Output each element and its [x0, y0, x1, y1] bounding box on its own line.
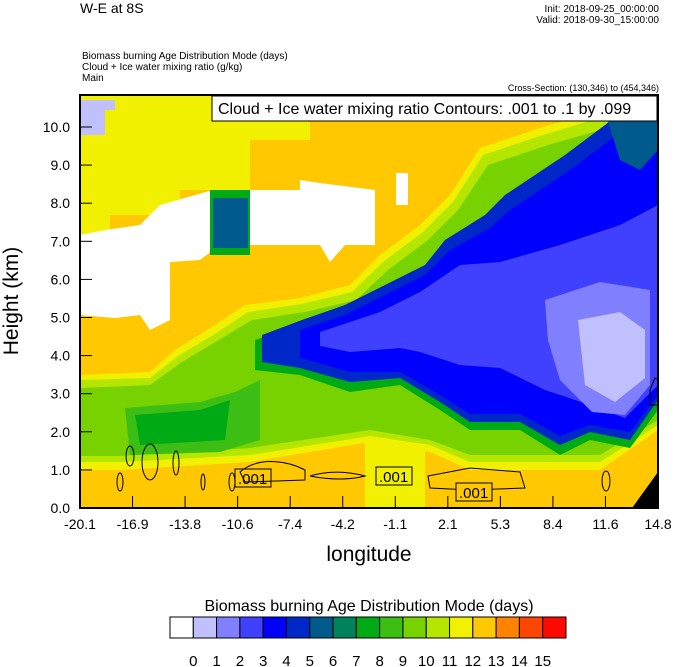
x-tick-label: -10.6	[222, 516, 254, 532]
colorbar-box	[542, 616, 567, 639]
colorbar-box	[285, 616, 311, 639]
colorbar-label: 1	[212, 653, 220, 667]
contour-info: Cloud + Ice water mixing ratio Contours:…	[218, 101, 631, 118]
colorbar-title: Biomass burning Age Distribution Mode (d…	[204, 598, 533, 615]
x-tick-label: 11.6	[592, 516, 618, 532]
colorbar-label: 0	[189, 653, 197, 667]
contour-labels: .001 .001 .001	[234, 466, 493, 502]
colorbar-label: 5	[306, 653, 314, 667]
contour-label: .001	[379, 469, 408, 486]
colorbar-box	[449, 616, 474, 639]
x-axis: -20.1 -16.9 -13.8 -10.6 -7.4 -4.2 -1.1 2.1 5.3 8.…	[64, 496, 672, 532]
plot-frame	[79, 94, 659, 509]
y-tick-label: 3.0	[51, 386, 71, 402]
contour-label-box	[375, 466, 413, 486]
colorbar: 0 1 2 3 4 5 6 7 8 9 10 11 12 13 14 15	[169, 616, 567, 667]
x-axis-label: longitude	[326, 543, 411, 566]
y-tick-label: 1.0	[51, 462, 71, 478]
y-tick-label: 4.0	[51, 348, 71, 364]
y-tick-label: 5.0	[51, 310, 71, 326]
colorbar-box	[518, 616, 544, 639]
contour-info-box	[211, 95, 658, 122]
y-axis-label: Height (km)	[0, 247, 23, 356]
colorbar-label: 4	[282, 653, 290, 667]
y-tick-label: 6.0	[51, 271, 71, 287]
x-tick-label: -1.1	[383, 516, 407, 532]
y-tick-label: 10.0	[43, 119, 70, 135]
x-tick-label: 14.8	[644, 516, 671, 532]
colorbar-label: 14	[511, 653, 528, 667]
x-tick-label: -7.4	[278, 516, 302, 532]
colorbar-label: 6	[329, 653, 337, 667]
colorbar-label: 15	[534, 653, 551, 667]
contour-label-box	[234, 468, 272, 488]
y-tick-label: 9.0	[51, 157, 71, 173]
x-tick-label: 2.1	[438, 516, 458, 532]
field-label-cloud: Cloud + Ice water mixing ratio (g/kg)	[82, 62, 243, 73]
x-tick-label: -13.8	[169, 516, 201, 532]
x-tick-label: -4.2	[331, 516, 355, 532]
contour-label-box	[455, 482, 493, 502]
y-tick-label: 0.0	[51, 500, 71, 516]
field-label-biomass: Biomass burning Age Distribution Mode (d…	[82, 51, 288, 62]
colorbar-label: 9	[399, 653, 407, 667]
age-field	[80, 95, 658, 508]
y-tick-label: 7.0	[51, 233, 71, 249]
colorbar-box	[472, 616, 497, 639]
colorbar-box	[379, 616, 404, 639]
y-tick-label: 8.0	[51, 195, 71, 211]
contour-label: .001	[459, 485, 488, 502]
x-tick-label: -16.9	[117, 516, 149, 532]
field-label-main: Main	[82, 73, 104, 84]
colorbar-box	[216, 616, 241, 639]
colorbar-box	[192, 616, 218, 639]
colorbar-label: 7	[352, 653, 360, 667]
cross-section-label: Cross-Section: (130,346) to (454,346)	[507, 83, 659, 93]
colorbar-box	[495, 616, 520, 639]
colorbar-label: 3	[259, 653, 267, 667]
colorbar-box	[402, 616, 427, 639]
x-tick-label: -20.1	[64, 516, 96, 532]
x-tick-label: 5.3	[491, 516, 511, 532]
init-time: Init: 2018-09-25_00:00:00	[544, 4, 659, 15]
contour-label: .001	[238, 471, 267, 488]
colorbar-box	[355, 616, 381, 639]
x-tick-label: 8.4	[543, 516, 563, 532]
colorbar-label: 10	[418, 653, 435, 667]
colorbar-label: 11	[442, 653, 458, 667]
colorbar-label: 13	[488, 653, 505, 667]
y-tick-label: 2.0	[51, 424, 71, 440]
valid-time: Valid: 2018-09-30_15:00:00	[536, 15, 659, 26]
colorbar-box	[169, 616, 194, 639]
y-axis: 0.0 1.0 2.0 3.0 4.0 5.0 6.0 7.0 8.0 9.0 10.0	[43, 119, 92, 516]
colorbar-label: 12	[464, 653, 481, 667]
colorbar-box	[309, 616, 334, 639]
colorbar-box	[262, 616, 287, 639]
colorbar-label: 2	[236, 653, 244, 667]
plot-title: W-E at 8S	[80, 0, 144, 16]
colorbar-box	[332, 616, 357, 639]
colorbar-box	[425, 616, 451, 639]
colorbar-label: 8	[375, 653, 383, 667]
colorbar-box	[239, 616, 264, 639]
